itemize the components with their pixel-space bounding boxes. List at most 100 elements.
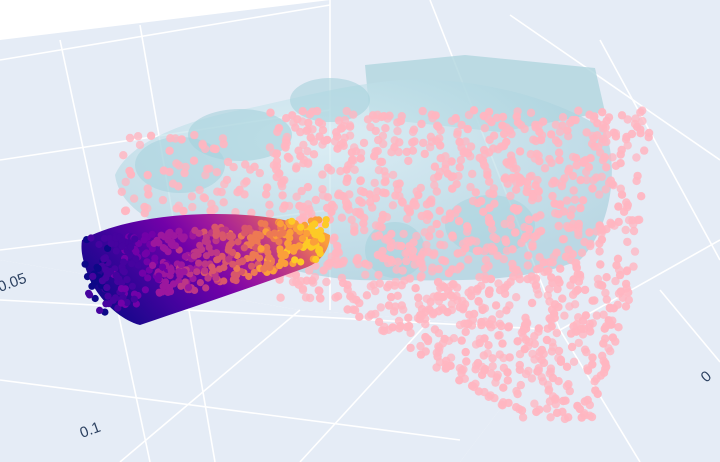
- point-marker: [367, 310, 376, 319]
- point-marker: [411, 284, 420, 293]
- surface-cell: [232, 277, 240, 285]
- point-marker: [550, 300, 560, 309]
- point-marker: [564, 380, 573, 389]
- surface-cell: [91, 294, 99, 303]
- point-marker: [597, 172, 606, 181]
- point-marker: [338, 138, 348, 148]
- point-marker: [352, 295, 361, 305]
- point-marker: [593, 131, 602, 140]
- point-marker: [637, 192, 646, 201]
- surface-cell: [94, 264, 102, 272]
- point-marker: [517, 328, 527, 337]
- point-marker: [495, 286, 505, 295]
- point-marker: [621, 225, 630, 235]
- point-marker: [480, 247, 489, 256]
- point-marker: [331, 293, 340, 302]
- point-marker: [525, 172, 535, 182]
- point-marker: [484, 107, 494, 117]
- point-marker: [356, 176, 365, 186]
- point-marker: [601, 185, 610, 194]
- surface-cell: [89, 272, 97, 280]
- point-marker: [454, 217, 464, 226]
- point-marker: [171, 134, 180, 143]
- point-marker: [180, 168, 189, 178]
- point-marker: [623, 200, 632, 210]
- point-marker: [536, 211, 545, 220]
- surface-cell: [107, 239, 115, 248]
- point-marker: [298, 107, 307, 116]
- surface-cell: [88, 282, 96, 290]
- point-marker: [347, 148, 357, 157]
- surface-cell: [113, 273, 121, 282]
- point-marker: [143, 184, 152, 193]
- point-marker: [188, 202, 197, 212]
- point-marker: [574, 227, 583, 237]
- point-marker: [447, 305, 456, 315]
- point-marker: [574, 106, 583, 115]
- point-marker: [502, 306, 511, 315]
- point-marker: [274, 124, 284, 133]
- point-marker: [494, 279, 503, 288]
- point-marker: [611, 337, 620, 346]
- surface-cell: [104, 292, 112, 300]
- surface-cell: [201, 260, 209, 268]
- point-marker: [616, 184, 625, 193]
- point-marker: [404, 156, 413, 166]
- point-marker: [499, 255, 508, 264]
- point-marker: [357, 198, 367, 207]
- surface-cell: [252, 243, 260, 252]
- point-marker: [564, 413, 573, 422]
- point-marker: [558, 113, 568, 122]
- point-marker: [179, 206, 188, 216]
- surface-cell: [208, 263, 216, 271]
- point-marker: [510, 203, 519, 213]
- point-marker: [533, 175, 542, 185]
- point-marker: [425, 232, 434, 241]
- point-marker: [408, 127, 418, 137]
- point-marker: [449, 280, 458, 289]
- point-marker: [447, 299, 456, 309]
- point-marker: [303, 158, 313, 167]
- point-marker: [337, 273, 347, 283]
- surface-cell: [220, 277, 228, 285]
- point-marker: [601, 359, 610, 368]
- point-marker: [456, 156, 466, 165]
- point-marker: [632, 122, 642, 131]
- surface-cell: [218, 252, 226, 260]
- surface-cell: [288, 217, 296, 225]
- point-marker: [316, 294, 325, 303]
- point-marker: [371, 221, 381, 230]
- point-marker: [609, 181, 618, 190]
- point-marker: [305, 266, 314, 275]
- surface-cell: [318, 235, 326, 243]
- point-marker: [489, 131, 499, 140]
- point-marker: [422, 240, 431, 250]
- point-marker: [405, 208, 414, 217]
- point-marker: [524, 224, 534, 234]
- point-marker: [201, 170, 210, 180]
- point-marker: [552, 248, 561, 257]
- point-marker: [402, 323, 412, 332]
- point-marker: [265, 200, 274, 209]
- point-marker: [493, 251, 502, 260]
- surface-cell: [167, 240, 175, 248]
- surface-cell: [191, 286, 199, 294]
- point-marker: [594, 142, 603, 152]
- point-marker: [577, 324, 586, 333]
- point-marker: [464, 110, 474, 120]
- point-marker: [546, 413, 555, 422]
- surface-cell: [276, 245, 284, 253]
- point-marker: [474, 297, 483, 306]
- point-marker: [515, 147, 525, 156]
- point-marker: [359, 188, 369, 197]
- point-marker: [446, 291, 456, 300]
- point-marker: [595, 190, 604, 199]
- point-marker: [374, 166, 384, 175]
- point-marker: [624, 288, 633, 297]
- point-marker: [508, 174, 517, 183]
- surface-cell: [143, 258, 151, 266]
- point-marker: [309, 278, 318, 287]
- point-marker: [534, 151, 543, 160]
- point-marker: [430, 181, 439, 190]
